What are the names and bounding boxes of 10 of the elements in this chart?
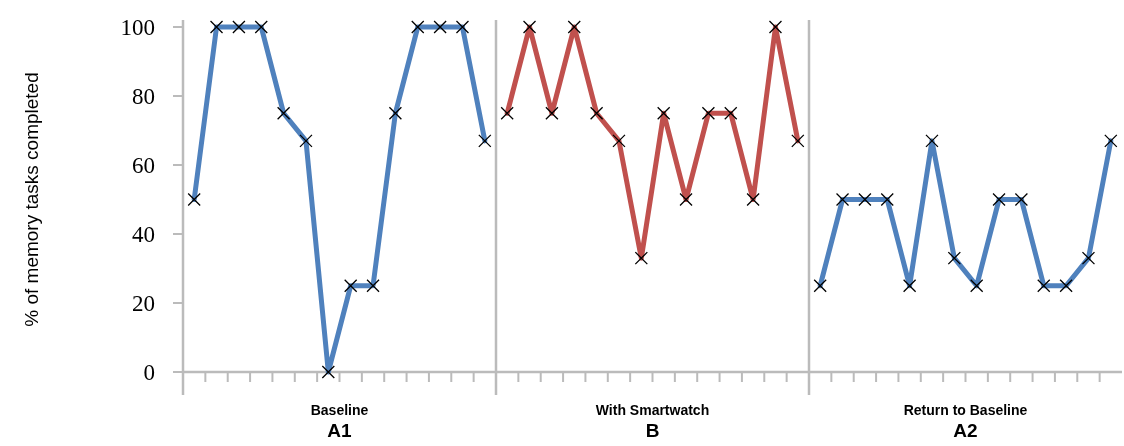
y-tick-label: 0 xyxy=(143,360,155,386)
y-tick-label: 60 xyxy=(132,153,155,179)
text: Baseline A1 xyxy=(310,402,369,441)
y-tick-label: 20 xyxy=(132,291,155,317)
y-tick-label: 100 xyxy=(120,15,155,41)
text: With Smartwatch B xyxy=(595,402,710,441)
text: Return to Baseline A2 xyxy=(903,402,1028,441)
y-tick-label: 80 xyxy=(132,84,155,110)
y-axis-title: % of memory tasks completed xyxy=(21,72,42,327)
y-tick-label: 40 xyxy=(132,222,155,248)
